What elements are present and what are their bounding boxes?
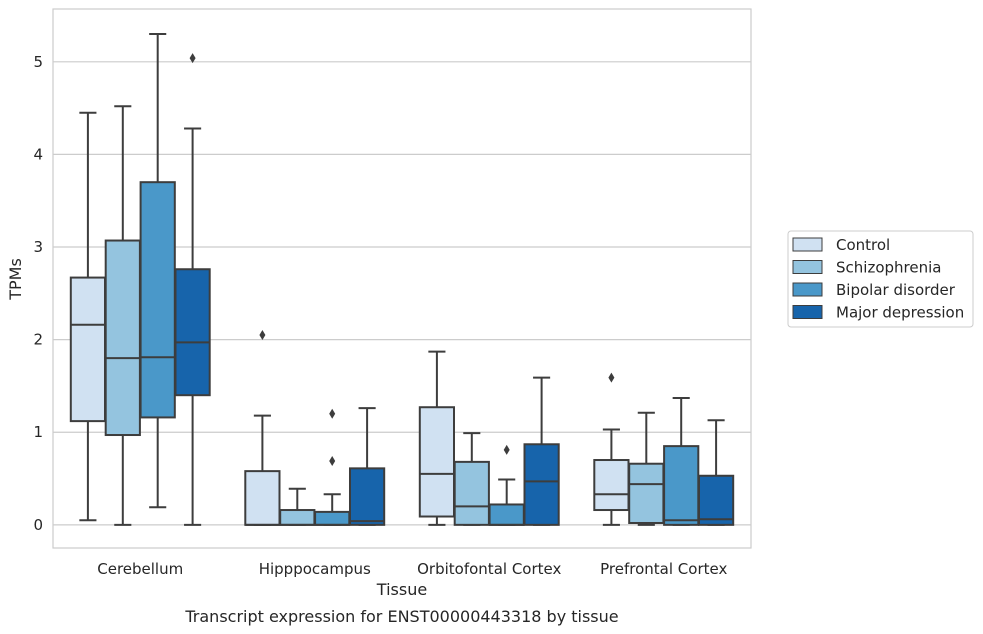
outlier-point (329, 408, 336, 419)
box-body (69, 276, 107, 423)
x-tick-label: Cerebellum (97, 560, 183, 578)
box-3-1 (418, 350, 456, 526)
x-tick-labels: Cerebellum Hipppocampus Orbitofontal Corte… (97, 560, 727, 578)
y-tick-label: 3 (33, 238, 43, 256)
box-body (593, 459, 630, 512)
box-body (697, 474, 735, 526)
box-2-3 (314, 408, 351, 526)
box-3-3 (488, 444, 525, 526)
box-1-2 (104, 105, 141, 526)
box-body (523, 443, 560, 526)
y-tick-label: 5 (33, 53, 43, 71)
legend-label: Control (836, 236, 890, 254)
legend-swatch (792, 282, 823, 297)
box-body (314, 510, 351, 526)
box-2-1 (244, 329, 281, 526)
box-1-1 (69, 111, 107, 522)
box-body (418, 406, 456, 518)
box-2-4 (348, 407, 386, 526)
outlier-point (329, 455, 336, 466)
x-tick-label: Hipppocampus (259, 560, 371, 578)
box-groups (69, 33, 735, 526)
x-tick-label: Orbitofontal Cortex (417, 560, 561, 578)
box-body (174, 268, 211, 397)
plot-frame (52, 8, 752, 549)
box-3-4 (523, 376, 560, 526)
legend-label: Bipolar disorder (836, 281, 956, 299)
box-1-4 (174, 53, 211, 526)
y-tick-label: 2 (33, 331, 43, 349)
box-4-4 (697, 419, 735, 526)
y-tick-label: 0 (33, 516, 43, 534)
y-tick-labels: 0 1 2 3 4 5 (33, 53, 43, 534)
box-4-2 (628, 411, 665, 526)
chart-title: Transcript expression for ENST0000044331… (184, 607, 618, 626)
outlier-point (189, 53, 196, 64)
box-4-3 (663, 396, 700, 526)
y-tick-label: 1 (33, 423, 43, 441)
box-body (453, 460, 490, 526)
outlier-point (608, 372, 615, 383)
box-1-3 (139, 33, 176, 509)
y-tick-label: 4 (33, 145, 43, 163)
box-2-2 (279, 487, 316, 526)
legend-label: Major depression (836, 304, 964, 322)
legend-label: Schizophrenia (836, 259, 941, 277)
box-body (628, 462, 665, 524)
legend-swatch (792, 260, 823, 274)
legend: Control Schizophrenia Bipolar disorder Majo… (787, 230, 974, 328)
x-axis-label: Tissue (376, 580, 427, 599)
legend-frame (787, 230, 974, 328)
outlier-point (259, 329, 266, 340)
box-body (663, 445, 700, 526)
box-body (488, 503, 525, 526)
legend-swatch (792, 237, 823, 252)
box-body (139, 181, 176, 419)
box-body (244, 470, 281, 526)
box-body (348, 467, 386, 526)
box-body (104, 239, 141, 437)
legend-swatch (792, 305, 823, 319)
x-tick-label: Prefrontal Cortex (600, 560, 727, 578)
box-4-1 (593, 372, 630, 526)
y-axis-label: TPMs (6, 258, 25, 301)
box-3-2 (453, 432, 490, 526)
box-body (279, 509, 316, 526)
outlier-point (503, 444, 510, 455)
